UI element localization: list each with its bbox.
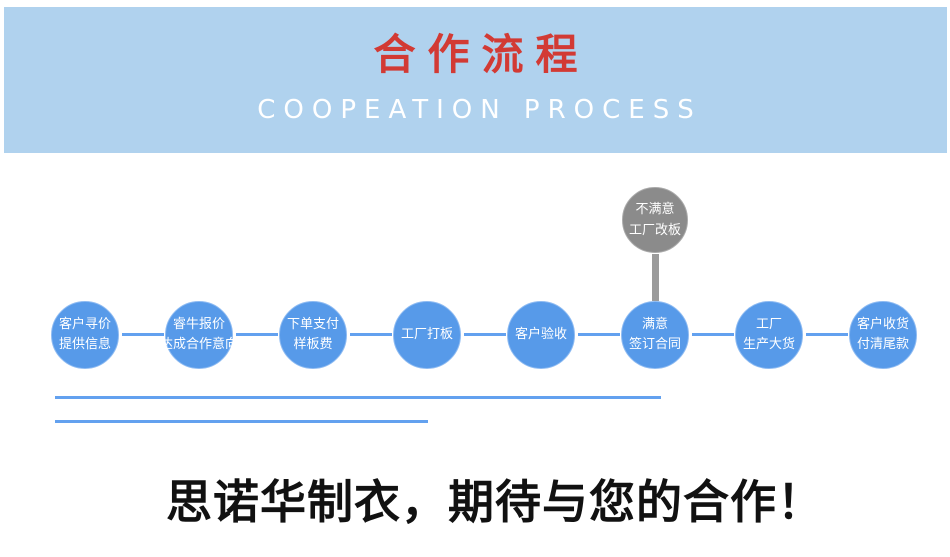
divider-line-short — [55, 420, 428, 423]
flow-connector — [350, 333, 392, 336]
flow-node-bulk-production: 工厂 生产大货 — [735, 301, 803, 369]
flow-node-label-line2: 提供信息 — [58, 337, 111, 352]
flow-node-label-line1: 睿牛报价 — [172, 317, 225, 332]
flow-node-label-line2: 工厂改板 — [628, 223, 681, 238]
flow-node-satisfied-sign-contract: 满意 签订合同 — [621, 301, 689, 369]
flow-node-label-line1: 客户验收 — [514, 327, 567, 342]
banner-title: 合作流程 — [373, 30, 590, 79]
flow-node-quote-intention: 睿牛报价 达成合作意向 — [160, 301, 238, 369]
flow-node-label-line1: 客户收货 — [856, 317, 909, 332]
flow-node-label-line2: 付清尾款 — [856, 337, 909, 352]
flow-node-label-line1: 工厂 — [755, 317, 782, 332]
flow-node-receive-goods-pay-balance: 客户收货 付清尾款 — [849, 301, 917, 369]
flow-node-order-sample-fee: 下单支付 样板费 — [279, 301, 347, 369]
flow-node-not-satisfied: 不满意 工厂改板 — [622, 187, 688, 253]
banner-subtitle: COOPEATION PROCESS — [257, 95, 702, 125]
flow-node-label-line1: 满意 — [641, 317, 668, 332]
flow-connector — [692, 333, 734, 336]
detour-connector — [652, 254, 659, 301]
flow-node-label-line1: 客户寻价 — [58, 317, 111, 332]
divider-line-long — [55, 396, 661, 399]
flow-connector — [236, 333, 278, 336]
flow-node-label-line2: 达成合作意向 — [160, 337, 239, 352]
flow-node-label-line2: 样板费 — [293, 337, 333, 352]
flow-node-label-line1: 工厂打板 — [400, 327, 453, 342]
flow-node-label-line1: 下单支付 — [286, 317, 339, 332]
flow-node-customer-acceptance: 客户验收 — [507, 301, 575, 369]
flow-connector — [578, 333, 620, 336]
flow-connector — [464, 333, 506, 336]
flow-connector — [806, 333, 848, 336]
flow-node-label-line1: 不满意 — [635, 202, 675, 217]
flow-node-label-line2: 签订合同 — [628, 337, 681, 352]
flow-connector — [122, 333, 164, 336]
flow-node-label-line2: 生产大货 — [742, 337, 795, 352]
flow-node-customer-inquiry: 客户寻价 提供信息 — [51, 301, 119, 369]
banner: 合作流程 COOPEATION PROCESS — [4, 7, 947, 153]
footer-headline: 思诺华制衣，期待与您的合作！ — [166, 475, 824, 529]
flow-node-factory-sampling: 工厂打板 — [393, 301, 461, 369]
